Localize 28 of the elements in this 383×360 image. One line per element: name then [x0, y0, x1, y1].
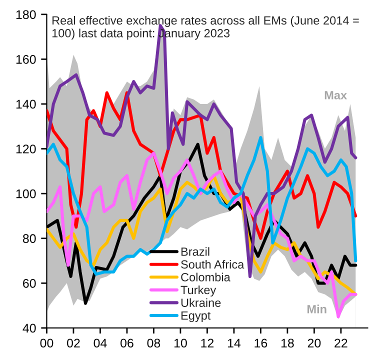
legend-label: South Africa [181, 260, 244, 269]
x-tick-label: 08 [147, 338, 160, 348]
x-tick-label: 16 [254, 338, 268, 348]
x-tick-label: 06 [120, 338, 134, 348]
series-label: Min [307, 304, 326, 314]
x-tick-label: 04 [94, 338, 107, 348]
y-tick-label: 120 [16, 144, 36, 154]
x-tick-label: 14 [228, 338, 241, 348]
x-tick-label: 12 [201, 338, 214, 348]
legend-label: Ukraine [181, 298, 221, 307]
y-tick-label: 180 [16, 10, 36, 20]
x-tick-label: 10 [174, 338, 187, 348]
x-tick-label: 02 [67, 338, 80, 348]
y-tick-label: 160 [16, 54, 36, 64]
x-tick-label: 22 [334, 338, 348, 348]
x-tick-label: 18 [281, 338, 294, 348]
x-tick-label: 00 [40, 338, 54, 348]
y-tick-label: 60 [23, 278, 36, 288]
series-label: Max [324, 91, 347, 100]
y-tick-label: 100 [16, 189, 36, 198]
legend-label: Egypt [181, 311, 211, 322]
legend-label: Turkey [180, 286, 216, 297]
legend-label: Brazil [181, 247, 210, 256]
y-tick-label: 140 [16, 100, 36, 109]
x-tick-label: 20 [308, 338, 321, 348]
y-tick-label: 80 [22, 234, 36, 244]
y-tick-label: 40 [22, 324, 36, 333]
legend-label: Colombia [181, 272, 230, 282]
